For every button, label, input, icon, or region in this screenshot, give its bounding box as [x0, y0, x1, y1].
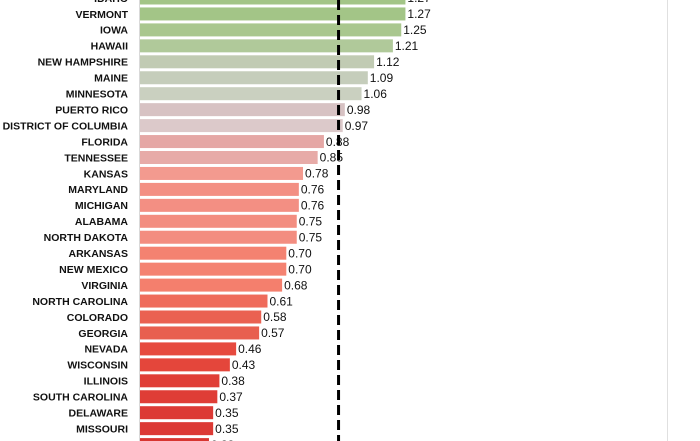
- value-label-missouri-27: 0.35: [215, 422, 239, 436]
- bar-virginia-18: [140, 278, 283, 292]
- bar-maine-5: [140, 71, 368, 85]
- category-label-tennessee-10: TENNESSEE: [64, 152, 128, 164]
- value-label-iowa-2: 1.25: [403, 23, 427, 37]
- category-label-hawaii-3: HAWAII: [91, 41, 128, 53]
- bar-north-carolina-19: [140, 294, 268, 308]
- bar-south-carolina-25: [140, 390, 218, 404]
- category-label-virginia-18: VIRGINIA: [81, 280, 128, 292]
- category-label-south-carolina-25: SOUTH CAROLINA: [33, 392, 128, 404]
- bar-idaho-0: [140, 0, 406, 5]
- bar-iowa-2: [140, 23, 402, 37]
- value-label-north-carolina-19: 0.61: [269, 294, 293, 308]
- value-label-kansas-11: 0.78: [305, 167, 329, 181]
- bar-new-hampshire-4: [140, 55, 375, 69]
- category-label-new-hampshire-4: NEW HAMPSHIRE: [38, 57, 128, 69]
- category-label-idaho-0: IDAHO: [94, 0, 128, 5]
- bar-illinois-24: [140, 374, 220, 388]
- category-label-minnesota-6: MINNESOTA: [66, 89, 129, 101]
- category-label-iowa-2: IOWA: [100, 25, 128, 37]
- value-label-delaware-26: 0.35: [215, 406, 239, 420]
- category-label-michigan-13: MICHIGAN: [75, 200, 128, 212]
- bar-georgia-21: [140, 326, 260, 340]
- bar-nevada-22: [140, 342, 237, 356]
- bar-kansas-11: [140, 166, 304, 180]
- bar-unlabeled-28: [140, 438, 209, 441]
- bar-new-mexico-17: [140, 262, 287, 276]
- category-label-alabama-14: ALABAMA: [75, 216, 128, 228]
- value-label-maryland-12: 0.76: [301, 183, 325, 197]
- category-label-delaware-26: DELAWARE: [68, 408, 128, 420]
- bar-minnesota-6: [140, 87, 362, 101]
- value-label-puerto-rico-7: 0.98: [347, 103, 371, 117]
- bar-arkansas-16: [140, 246, 287, 260]
- bar-vermont-1: [140, 7, 406, 21]
- value-label-new-mexico-17: 0.70: [288, 262, 312, 276]
- bar-maryland-12: [140, 182, 299, 196]
- category-label-maryland-12: MARYLAND: [68, 184, 128, 196]
- bar-hawaii-3: [140, 39, 393, 53]
- bar-tennessee-10: [140, 151, 318, 164]
- value-label-maine-5: 1.09: [370, 71, 394, 85]
- category-label-florida-9: FLORIDA: [81, 136, 128, 148]
- value-label-nevada-22: 0.46: [238, 342, 262, 356]
- bar-florida-9: [140, 135, 324, 149]
- category-label-puerto-rico-7: PUERTO RICO: [55, 104, 128, 116]
- category-label-new-mexico-17: NEW MEXICO: [59, 264, 128, 276]
- bar-wisconsin-23: [140, 358, 230, 372]
- value-label-vermont-1: 1.27: [407, 7, 431, 21]
- value-label-unlabeled-28: 0.33: [211, 438, 235, 441]
- category-label-vermont-1: VERMONT: [76, 9, 129, 21]
- value-label-wisconsin-23: 0.43: [232, 358, 256, 372]
- value-label-idaho-0: 1.27: [407, 0, 431, 5]
- frame-layer: [139, 0, 668, 441]
- value-label-illinois-24: 0.38: [221, 374, 245, 388]
- value-label-minnesota-6: 1.06: [364, 87, 388, 101]
- bar-missouri-27: [140, 422, 214, 436]
- value-label-alabama-14: 0.75: [299, 215, 323, 229]
- value-label-arkansas-16: 0.70: [288, 246, 312, 260]
- category-label-colorado-20: COLORADO: [67, 312, 128, 324]
- value-label-district-of-columbia-8: 0.97: [345, 119, 369, 133]
- bar-district-of-columbia-8: [140, 119, 343, 133]
- value-label-north-dakota-15: 0.75: [299, 230, 323, 244]
- category-label-arkansas-16: ARKANSAS: [68, 248, 128, 260]
- bars-layer: IDAHO 1.27 VERMONT 1.27 IOWA 1.25 HAWAII 1.21 NE…: [3, 0, 431, 441]
- value-label-colorado-20: 0.58: [263, 310, 287, 324]
- value-label-virginia-18: 0.68: [284, 278, 308, 292]
- bar-colorado-20: [140, 310, 262, 324]
- category-label-north-carolina-19: NORTH CAROLINA: [32, 296, 128, 308]
- value-label-michigan-13: 0.76: [301, 199, 325, 213]
- category-label-missouri-27: MISSOURI: [76, 423, 128, 435]
- category-label-north-dakota-15: NORTH DAKOTA: [44, 232, 129, 244]
- value-label-south-carolina-25: 0.37: [219, 390, 243, 404]
- bar-delaware-26: [140, 406, 214, 420]
- bar-north-dakota-15: [140, 230, 297, 244]
- value-label-new-hampshire-4: 1.12: [376, 55, 400, 69]
- category-label-kansas-11: KANSAS: [84, 168, 128, 180]
- value-label-georgia-21: 0.57: [261, 326, 285, 340]
- bar-michigan-13: [140, 198, 299, 212]
- category-label-nevada-22: NEVADA: [84, 344, 128, 356]
- bar-alabama-14: [140, 214, 297, 228]
- category-label-georgia-21: GEORGIA: [78, 328, 128, 340]
- category-label-wisconsin-23: WISCONSIN: [67, 360, 128, 372]
- category-label-maine-5: MAINE: [94, 73, 128, 85]
- value-label-hawaii-3: 1.21: [395, 39, 419, 53]
- category-label-illinois-24: ILLINOIS: [84, 376, 128, 388]
- bar-puerto-rico-7: [140, 103, 345, 117]
- category-label-district-of-columbia-8: DISTRICT OF COLUMBIA: [3, 120, 129, 132]
